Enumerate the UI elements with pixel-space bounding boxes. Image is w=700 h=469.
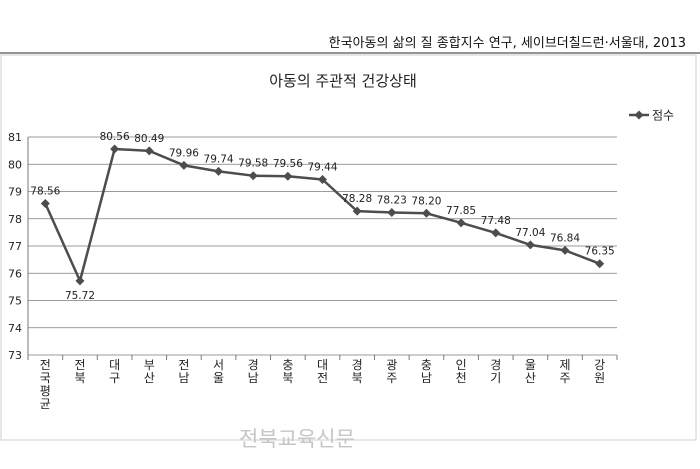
data-label: 79.58 bbox=[238, 158, 268, 170]
source-caption: 한국아동의 삶의 질 종합지수 연구, 세이브더칠드런·서울대, 2013 bbox=[329, 36, 686, 51]
data-label: 75.72 bbox=[65, 290, 95, 302]
chart-frame bbox=[0, 54, 697, 441]
data-label: 79.96 bbox=[169, 147, 199, 159]
data-point bbox=[248, 171, 258, 181]
data-label: 76.35 bbox=[585, 246, 615, 258]
data-point bbox=[560, 245, 570, 255]
y-tick-label: 74 bbox=[8, 322, 22, 335]
data-label: 78.20 bbox=[411, 195, 441, 207]
data-point bbox=[214, 166, 224, 176]
data-label: 78.56 bbox=[30, 185, 60, 197]
plot-area: 73 74 75 76 77 78 79 80 81 전 국 평 균 전 북 대 구 부 산 전 남 서 울 경 남 충 북 대 전 경 북… bbox=[8, 131, 618, 411]
data-point bbox=[352, 206, 362, 216]
data-label: 79.44 bbox=[307, 162, 337, 174]
data-label: 79.74 bbox=[204, 153, 234, 165]
y-tick-label: 73 bbox=[8, 349, 22, 362]
data-label: 80.56 bbox=[100, 131, 130, 143]
y-tick-label: 80 bbox=[8, 158, 22, 171]
data-label: 80.49 bbox=[134, 133, 164, 145]
data-label: 78.23 bbox=[377, 194, 407, 206]
y-tick-label: 78 bbox=[8, 213, 22, 226]
data-label: 79.56 bbox=[273, 158, 303, 170]
legend-label: 점수 bbox=[652, 109, 674, 123]
data-point bbox=[421, 208, 431, 218]
data-label: 77.85 bbox=[446, 205, 476, 217]
data-point bbox=[144, 146, 154, 156]
data-point bbox=[387, 207, 397, 217]
data-point bbox=[318, 175, 327, 185]
data-point bbox=[179, 160, 189, 170]
chart-title: 아동의 주관적 건강상태 bbox=[269, 72, 417, 90]
data-point bbox=[110, 144, 120, 154]
watermark: 전북교육신문 bbox=[239, 427, 355, 451]
data-label: 77.04 bbox=[515, 227, 545, 239]
data-point bbox=[456, 218, 466, 228]
data-label: 78.28 bbox=[342, 193, 372, 205]
data-point bbox=[283, 171, 293, 181]
data-label: 77.48 bbox=[481, 215, 511, 227]
data-point bbox=[75, 276, 85, 286]
y-tick-label: 81 bbox=[8, 131, 22, 144]
y-tick-label: 77 bbox=[8, 240, 22, 253]
data-point bbox=[40, 198, 50, 208]
y-tick-label: 76 bbox=[8, 267, 22, 280]
legend: 점수 bbox=[629, 109, 674, 123]
y-tick-label: 79 bbox=[8, 186, 22, 199]
data-label: 76.84 bbox=[550, 232, 580, 244]
y-tick-label: 75 bbox=[8, 295, 22, 308]
data-point bbox=[491, 228, 501, 238]
legend-marker bbox=[634, 110, 644, 120]
data-point bbox=[525, 240, 535, 250]
data-point bbox=[595, 259, 605, 269]
